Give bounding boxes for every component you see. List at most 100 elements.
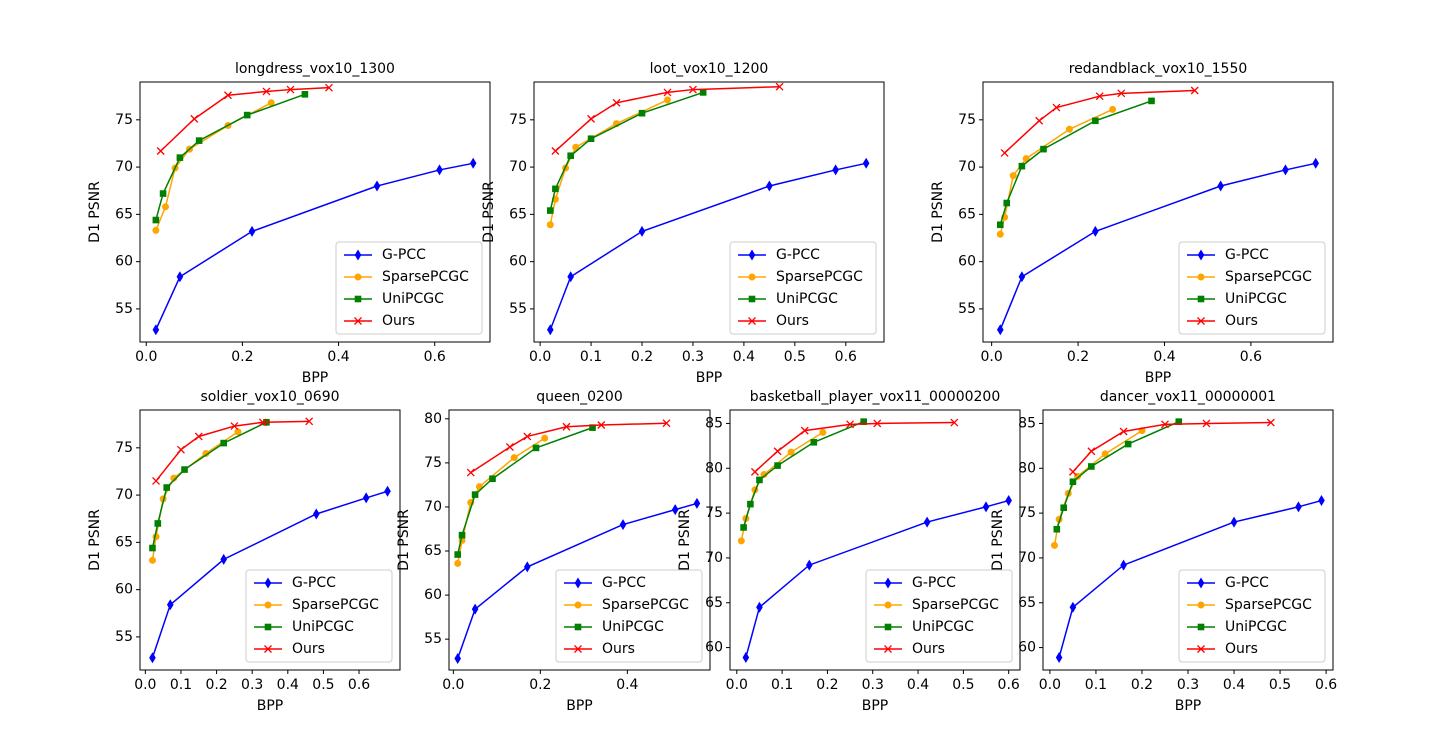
marker	[471, 603, 479, 615]
marker	[458, 531, 466, 539]
legend-label: Ours	[1225, 641, 1258, 657]
marker	[262, 87, 271, 96]
legend-symbol	[354, 317, 362, 325]
y-tick-label: 60	[705, 640, 723, 656]
series-line	[549, 162, 867, 330]
marker	[662, 419, 671, 428]
legend-label: Ours	[1225, 313, 1258, 329]
series-line	[155, 162, 474, 331]
legend-label: UniPCGC	[1225, 291, 1287, 307]
marker	[1069, 478, 1077, 486]
marker	[1119, 427, 1128, 436]
x-tick-label: 0.3	[241, 677, 263, 693]
marker	[873, 419, 882, 428]
marker	[324, 83, 333, 92]
x-tick-label: 0.2	[816, 677, 838, 693]
marker	[1065, 125, 1073, 133]
subplot-title: queen_0200	[536, 389, 623, 405]
marker	[860, 418, 867, 425]
marker	[805, 559, 813, 571]
marker	[766, 180, 773, 192]
marker	[1175, 418, 1183, 425]
marker	[1040, 145, 1047, 153]
subplot: longdress_vox10_1300 BPP D1 PSNR 0.0 0.2 0.4 0…	[87, 61, 491, 386]
marker	[1161, 420, 1169, 429]
y-tick-label: 75	[509, 112, 527, 128]
legend-marker	[1197, 317, 1205, 325]
marker	[1018, 271, 1026, 283]
x-tick-label: 0.2	[231, 349, 253, 365]
legend-symbol	[1197, 249, 1205, 261]
y-tick-label: 75	[115, 112, 133, 128]
legend-label: G-PCC	[776, 247, 820, 263]
marker	[220, 553, 227, 565]
legend-marker	[1197, 295, 1205, 303]
legend-marker	[574, 601, 582, 609]
y-tick-label: 55	[115, 629, 133, 645]
y-tick-label: 70	[1018, 550, 1036, 566]
y-tick-label: 65	[424, 543, 442, 559]
y-tick-label: 75	[115, 440, 133, 456]
y-axis-label: D1 PSNR	[990, 509, 1006, 571]
marker	[742, 651, 750, 663]
marker	[775, 82, 784, 91]
marker	[996, 230, 1004, 238]
x-tick-label: 0.1	[771, 677, 793, 693]
legend-box	[555, 569, 703, 663]
subplot-title: loot_vox10_1200	[650, 61, 769, 77]
marker	[773, 447, 782, 456]
legend-marker	[748, 317, 756, 325]
legend-symbol	[1197, 645, 1205, 653]
x-tick-label: 0.4	[277, 677, 299, 693]
x-axis-label: BPP	[566, 698, 593, 714]
marker	[1095, 92, 1104, 101]
legend-marker	[354, 295, 362, 303]
marker	[154, 520, 162, 527]
marker	[862, 157, 870, 169]
marker	[756, 476, 763, 484]
y-tick-label: 85	[705, 415, 723, 431]
marker	[740, 524, 747, 531]
marker	[1060, 504, 1068, 512]
y-tick-label: 65	[958, 206, 976, 222]
marker	[846, 420, 855, 429]
marker	[1051, 541, 1059, 549]
marker	[166, 599, 174, 611]
marker	[567, 271, 574, 283]
series-line	[999, 162, 1316, 330]
legend-marker	[354, 317, 362, 325]
legend-symbol	[264, 601, 272, 609]
y-tick-label: 55	[424, 631, 442, 647]
marker	[750, 467, 759, 476]
marker	[1266, 418, 1275, 427]
marker	[996, 221, 1004, 229]
marker	[541, 434, 549, 442]
x-tick-label: 0.2	[529, 677, 551, 693]
subplot-title: basketball_player_vox11_00000200	[750, 389, 1001, 405]
marker	[313, 508, 320, 520]
marker	[1068, 467, 1077, 476]
legend-marker	[1197, 577, 1205, 589]
marker	[149, 652, 156, 664]
marker	[301, 90, 309, 98]
marker	[699, 89, 707, 96]
series-line	[754, 421, 955, 473]
marker	[1018, 162, 1026, 170]
legend-label: G-PCC	[382, 247, 426, 263]
marker	[567, 152, 574, 160]
series-line	[1056, 420, 1180, 530]
marker	[547, 324, 554, 336]
legend-marker	[884, 577, 892, 589]
x-axis-label: BPP	[862, 698, 889, 714]
marker	[305, 417, 314, 426]
y-tick-label: 75	[958, 112, 976, 128]
legend-box	[335, 241, 483, 335]
marker	[190, 114, 199, 123]
x-tick-label: 0.0	[981, 349, 1003, 365]
y-axis-label: D1 PSNR	[396, 509, 412, 571]
subplot-title: soldier_vox10_0690	[200, 389, 339, 405]
legend-label: SparsePCGC	[776, 269, 863, 285]
legend-marker	[354, 273, 362, 281]
legend: G-PCC SparsePCGC UniPCGC Ours	[1178, 569, 1326, 663]
